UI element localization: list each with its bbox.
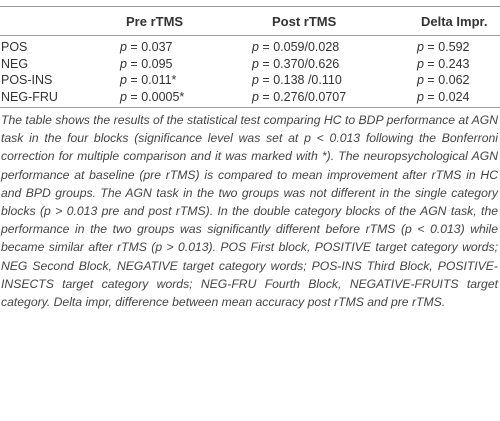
table-row: POS-INS p = 0.011* p = 0.138 /0.110 p = … [0, 72, 500, 89]
table-header-rule [0, 35, 500, 36]
table-top-rule [0, 6, 500, 7]
cell-post-rtms: p = 0.276/0.0707 [252, 89, 347, 104]
row-label: POS-INS [1, 73, 53, 88]
cell-delta-impr: p = 0.243 [417, 56, 470, 71]
row-label: NEG [1, 56, 29, 71]
cell-delta-impr: p = 0.062 [417, 73, 470, 88]
table-header-row: Pre rTMS Post rTMS Delta Impr. [0, 7, 500, 35]
cell-post-rtms: p = 0.370/0.626 [252, 56, 340, 71]
cell-pre-rtms: p = 0.037 [120, 40, 173, 55]
header-cell-delta-impr: Delta Impr. [421, 13, 488, 29]
table-bottom-rule [0, 107, 500, 108]
row-label: POS [1, 40, 28, 55]
header-cell-post-rtms: Post rTMS [272, 13, 337, 29]
cell-pre-rtms: p = 0.095 [120, 56, 173, 71]
table-row: POS p = 0.037 p = 0.059/0.028 p = 0.592 [0, 39, 500, 56]
header-cell-pre-rtms: Pre rTMS [126, 13, 184, 29]
table-caption: The table shows the results of the stati… [1, 113, 498, 310]
row-label: NEG-FRU [1, 89, 58, 104]
cell-post-rtms: p = 0.059/0.028 [252, 40, 340, 55]
cell-pre-rtms: p = 0.0005* [120, 89, 185, 104]
table-row: NEG-FRU p = 0.0005* p = 0.276/0.0707 p =… [0, 89, 500, 106]
results-table: Pre rTMS Post rTMS Delta Impr. POS p = 0… [0, 0, 500, 108]
table-body: POS p = 0.037 p = 0.059/0.028 p = 0.592 … [0, 36, 500, 107]
cell-post-rtms: p = 0.138 /0.110 [252, 73, 342, 88]
table-row: NEG p = 0.095 p = 0.370/0.626 p = 0.243 [0, 56, 500, 73]
cell-delta-impr: p = 0.024 [417, 89, 470, 104]
cell-pre-rtms: p = 0.011* [120, 73, 177, 88]
cell-delta-impr: p = 0.592 [417, 40, 470, 55]
